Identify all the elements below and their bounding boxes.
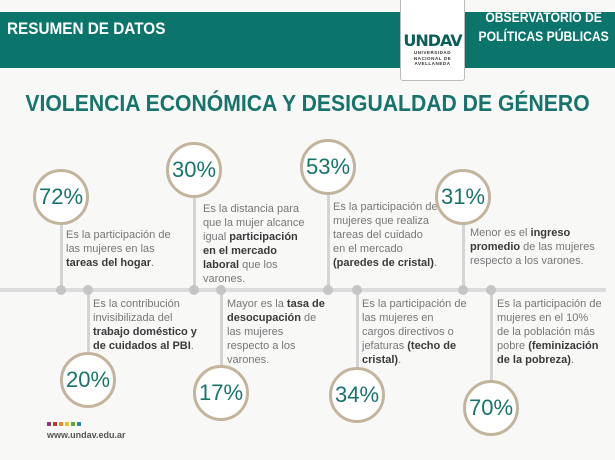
timeline-stem [490, 290, 493, 380]
highlight-text: trabajo doméstico y de cuidados al PBI [93, 326, 197, 352]
stat-description: Es la participación de las mujeres en la… [66, 228, 181, 270]
description-text: Es la distancia para que la mujer alcanc… [203, 203, 305, 243]
timeline-dot [486, 285, 496, 295]
stat-description: Es la participación de las mujeres en ca… [362, 297, 467, 367]
stat-description: Es la distancia para que la mujer alcanc… [203, 202, 313, 286]
color-dot [47, 422, 51, 426]
description-text: . [150, 257, 155, 269]
stat-description: Mayor es la tasa de desocupación de las … [227, 297, 327, 367]
timeline-dot [83, 285, 93, 295]
stat-description: Menor es el ingreso promedio de las muje… [470, 226, 595, 268]
color-dot [65, 422, 69, 426]
stat-circle: 17% [193, 365, 249, 421]
timeline-stem [220, 290, 223, 365]
timeline-stem [356, 290, 359, 367]
stat-description: Es la contribución invisibilizada del tr… [93, 297, 208, 353]
description-text: Menor es el [470, 227, 531, 239]
description-text: . [570, 354, 575, 366]
description-text: Es la participación de mujeres en el 10%… [497, 298, 602, 352]
stat-circle: 72% [33, 169, 89, 225]
highlight-text: tasa de desocupación [227, 298, 325, 324]
timeline-dot [458, 285, 468, 295]
stat-circle: 20% [60, 352, 116, 408]
timeline-dot [216, 285, 226, 295]
timeline-line [0, 288, 606, 292]
highlight-text: participación en el mercado laboral [203, 231, 298, 271]
stat-description: Es la participación de mujeres que reali… [333, 200, 438, 270]
timeline-dot [352, 285, 362, 295]
stat-circle: 53% [300, 139, 356, 195]
description-text: . [190, 340, 194, 352]
timeline-stem [193, 198, 196, 290]
color-dot [59, 422, 63, 426]
timeline-dot [189, 285, 199, 295]
description-text: Es la contribución invisibilizada del [93, 298, 180, 324]
highlight-text: tareas del hogar [66, 257, 151, 269]
description-text: Es la participación de mujeres que reali… [333, 201, 438, 255]
highlight-text: (paredes de cristal) [333, 257, 434, 269]
section-label: RESUMEN DE DATOS [7, 19, 166, 38]
highlight-text: (feminización de la pobreza) [497, 340, 599, 366]
stat-circle: 34% [329, 367, 385, 423]
header-band [0, 12, 615, 68]
description-text: Es la participación de las mujeres en la… [66, 229, 171, 255]
description-text: Mayor es la [227, 298, 287, 310]
description-text: . [433, 257, 437, 269]
description-text: que los varones. [203, 259, 278, 285]
color-dot [53, 422, 57, 426]
observatory-line2: POLÍTICAS PÚBLICAS [478, 29, 609, 44]
website-url: www.undav.edu.ar [47, 430, 126, 440]
logo-subtitle: UNIVERSIDAD NACIONAL DE AVELLANEDA [413, 50, 452, 66]
description-text: de las mujeres respecto a los varones. [227, 312, 317, 366]
description-text: Es la participación de las mujeres en ca… [362, 298, 467, 352]
timeline-dot [56, 285, 66, 295]
logo-mark: UNDAV [403, 31, 462, 50]
observatory-line1: OBSERVATORIO DE [485, 10, 603, 25]
stat-circle: 70% [463, 380, 519, 436]
highlight-text: (techo de cristal) [362, 340, 457, 366]
timeline-stem [327, 195, 330, 290]
timeline-stem [462, 225, 465, 290]
timeline-dot [323, 285, 333, 295]
description-text: . [398, 354, 402, 366]
stat-description: Es la participación de mujeres en el 10%… [497, 297, 602, 367]
description-text: de las mujeres respecto a los varones. [470, 241, 595, 267]
stat-circle: 30% [166, 142, 222, 198]
page-title: VIOLENCIA ECONÓMICA Y DESIGUALDAD DE GÉN… [25, 90, 590, 116]
undav-logo: UNDAV UNIVERSIDAD NACIONAL DE AVELLANEDA [400, 0, 465, 81]
color-dots [47, 422, 81, 426]
color-dot [77, 422, 81, 426]
observatory-label: OBSERVATORIO DE POLÍTICAS PÚBLICAS [479, 8, 609, 46]
color-dot [71, 422, 75, 426]
highlight-text: ingreso promedio [470, 227, 571, 253]
timeline-stem [87, 290, 90, 352]
stat-circle: 31% [435, 169, 491, 225]
timeline-stem [60, 225, 63, 290]
